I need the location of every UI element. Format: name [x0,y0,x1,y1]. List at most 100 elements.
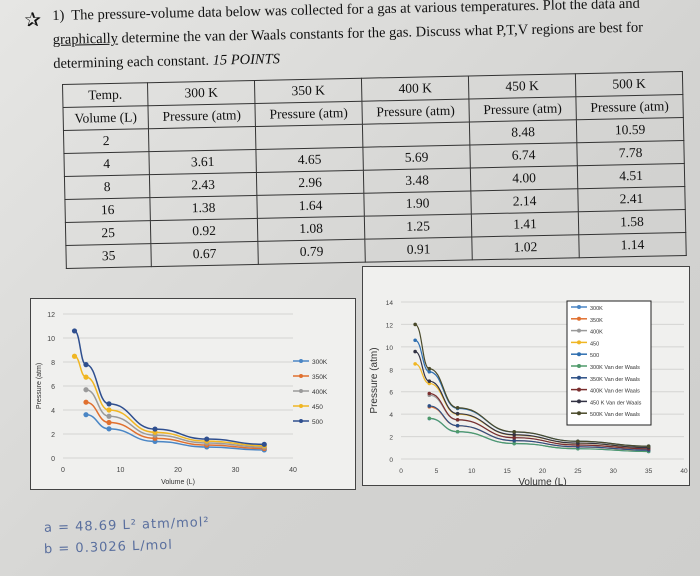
data-point [427,391,432,396]
data-point [455,429,460,434]
x-tick-label: 10 [468,468,476,475]
table-cell: 16 [64,197,151,223]
data-point [106,426,112,432]
table-cell: 1.02 [471,234,580,260]
table-cell: 2.41 [577,186,686,212]
table-cell: 8 [64,174,150,200]
data-point [83,412,89,418]
table-cell [362,121,470,148]
data-point [512,438,516,443]
table-cell: 0.92 [150,218,258,244]
legend-marker [577,411,581,416]
table-cell: 4 [63,151,150,177]
question-body-2: determine the van der Waals constants fo… [53,19,644,72]
legend-marker [577,399,581,404]
legend-label: 450 K Van der Waals [590,400,642,406]
table-cell: 300 K [147,80,255,106]
data-point [106,407,112,413]
x-tick-label: 25 [574,468,582,475]
table-cell: 1.14 [578,232,687,258]
table-cell: 4.00 [470,165,578,191]
y-tick-label: 0 [51,456,55,463]
y-tick-label: 0 [389,457,393,464]
y-axis-label: Pressure (atm) [369,347,380,413]
pv-data-table: Temp. 300 K 350 K 400 K 450 K 500 K Volume (L)… [62,71,687,269]
legend-label: 400K Van der Waals [590,389,640,395]
table-cell [148,126,256,152]
data-point [106,401,112,407]
x-tick-label: 30 [610,468,618,475]
data-point [413,362,417,366]
data-point [455,405,460,410]
legend-box [566,300,652,426]
data-point [83,387,89,393]
x-axis-label: Volume (L) [518,477,566,485]
table-cell: 450 K [468,73,576,99]
legend-marker [299,404,303,408]
table-cell: 3.61 [148,149,257,175]
data-point [455,417,460,422]
x-tick-label: 15 [504,468,512,475]
table-cell: 2.14 [470,188,579,214]
y-tick-label: 10 [386,345,394,352]
table-cell: 0.91 [364,236,473,263]
star-icon: ✰ [24,9,42,32]
x-tick-label: 5 [435,468,439,475]
legend-marker [577,305,581,309]
data-point [427,366,432,371]
table-cell: 4.65 [255,147,364,173]
table-cell: Volume (L) [62,105,149,131]
legend-marker [299,419,303,423]
table-cell: Pressure (atm) [575,94,684,120]
data-point [83,374,89,380]
chart-svg: 0 2 4 6 8 10 12 0 10 20 30 40 Volume (L) Pressure (at… [36,312,328,486]
legend-label: 300K Van der Waals [590,365,640,371]
legend-label: 500 [590,353,599,359]
table-cell [255,124,363,150]
table-cell: 1.08 [257,216,365,242]
points-label: 15 POINTS [212,51,281,69]
legend-label: 500 [312,419,323,426]
data-point [413,338,417,343]
table-cell: 0.67 [150,241,259,267]
table-cell: 6.74 [469,142,578,168]
y-tick-label: 2 [51,432,55,439]
legend-label: 350K [312,374,328,381]
data-point [427,416,432,421]
table-cell: 350 K [254,78,362,104]
legend-label: 400K [312,389,328,396]
data-point [646,444,651,449]
table-cell: 2.96 [256,170,364,196]
data-point [83,399,89,405]
legend-marker [299,389,303,393]
table-cell: 2 [63,128,149,154]
table-cell: Pressure (atm) [361,98,470,125]
y-tick-label: 8 [389,367,393,374]
y-tick-label: 10 [47,336,55,343]
data-point [512,430,516,434]
table-cell: 25 [65,220,151,246]
legend-label: 350K Van der Waals [590,377,640,383]
x-tick-label: 20 [174,467,182,474]
legend-label: 500K Van der Waals [590,412,640,418]
table-cell: Temp. [62,82,148,108]
data-point [427,379,432,383]
legend-label: 450 [590,341,599,347]
data-point [204,436,210,442]
legend-marker [577,364,581,368]
data-point [71,328,78,334]
question-text: ✰ 1) The pressure-volume data below was … [24,0,673,76]
y-tick-label: 6 [389,390,393,397]
legend-marker [577,316,581,321]
data-point [106,413,112,419]
table-cell: 1.25 [364,213,472,240]
data-point [152,426,158,432]
table-cell: Pressure (atm) [147,103,256,129]
legend-marker [577,387,581,392]
data-point [576,439,580,444]
table-cell: 500 K [575,71,683,97]
data-point [455,411,460,416]
x-tick-label: 35 [645,468,653,475]
data-point [106,419,112,426]
y-tick-label: 12 [386,322,394,329]
